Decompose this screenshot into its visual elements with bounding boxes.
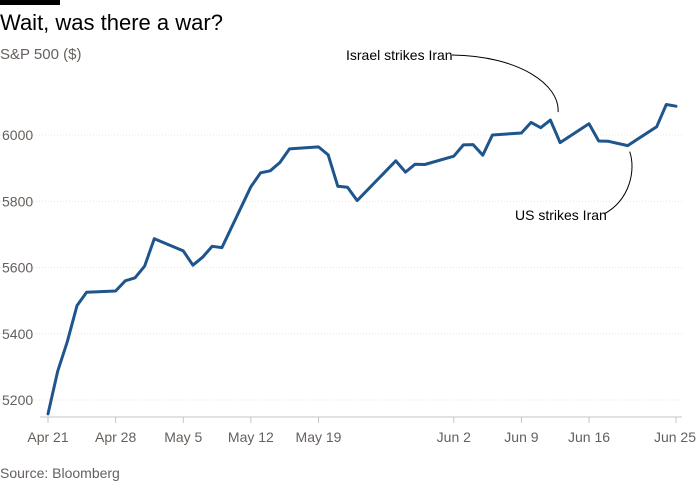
y-tick-label: 5800 — [2, 193, 33, 209]
data-point — [588, 122, 591, 125]
data-point — [423, 163, 426, 166]
chart-subtitle: S&P 500 ($) — [0, 46, 82, 63]
data-point — [201, 256, 204, 259]
data-point — [414, 163, 417, 166]
annotation-israel-strikes: Israel strikes Iran — [346, 47, 453, 63]
x-tick-label: May 5 — [164, 429, 202, 445]
data-point — [279, 161, 282, 164]
x-tick-label: Jun 2 — [437, 429, 471, 445]
data-point — [346, 186, 349, 189]
data-point — [250, 185, 253, 188]
data-point — [559, 141, 562, 144]
y-tick-label: 5600 — [2, 260, 33, 276]
data-point — [327, 154, 330, 157]
data-point — [452, 155, 455, 158]
data-point — [665, 103, 668, 106]
data-point — [211, 245, 214, 248]
data-point — [134, 276, 137, 279]
data-point — [520, 132, 523, 135]
data-point — [124, 279, 127, 282]
data-point — [182, 250, 185, 253]
brand-bar — [0, 0, 60, 5]
data-point — [481, 154, 484, 157]
data-point — [626, 144, 629, 147]
data-point — [549, 119, 552, 122]
data-point — [675, 105, 678, 108]
data-point — [655, 125, 658, 128]
x-tick-label: May 12 — [228, 429, 274, 445]
data-point — [462, 144, 465, 147]
y-tick-label: 6000 — [2, 127, 33, 143]
chart-title: Wait, was there a war? — [0, 10, 223, 35]
data-point — [269, 169, 272, 172]
data-point — [472, 143, 475, 146]
data-point — [192, 264, 195, 267]
data-point — [288, 148, 291, 151]
data-point — [336, 185, 339, 188]
x-tick-label: Apr 28 — [95, 429, 136, 445]
data-point — [114, 290, 117, 293]
data-point — [607, 140, 610, 143]
data-point — [85, 291, 88, 294]
x-tick-label: Jun 9 — [504, 429, 538, 445]
data-point — [530, 121, 533, 124]
data-point — [153, 237, 156, 240]
data-point — [317, 146, 320, 149]
x-tick-label: Apr 21 — [27, 429, 68, 445]
annotation-connector — [451, 54, 559, 113]
data-point — [394, 159, 397, 162]
data-point — [259, 171, 262, 174]
data-point — [356, 199, 359, 202]
data-point — [539, 126, 542, 129]
data-point — [76, 304, 79, 307]
y-tick-label: 5200 — [2, 392, 33, 408]
data-point — [47, 413, 50, 416]
data-point — [66, 340, 69, 343]
data-point — [404, 171, 407, 174]
x-tick-label: Jun 16 — [568, 429, 610, 445]
data-point — [56, 370, 59, 373]
annotation-us-strikes: US strikes Iran — [515, 207, 607, 223]
data-point — [491, 134, 494, 137]
data-point — [143, 265, 146, 268]
x-tick-label: May 19 — [296, 429, 342, 445]
data-point — [597, 140, 600, 143]
y-tick-label: 5400 — [2, 326, 33, 342]
data-point — [221, 246, 224, 249]
x-tick-label: Jun 25 — [654, 429, 696, 445]
source-note: Source: Bloomberg — [0, 465, 120, 481]
series-line — [46, 103, 678, 416]
annotation-connector — [603, 151, 633, 215]
